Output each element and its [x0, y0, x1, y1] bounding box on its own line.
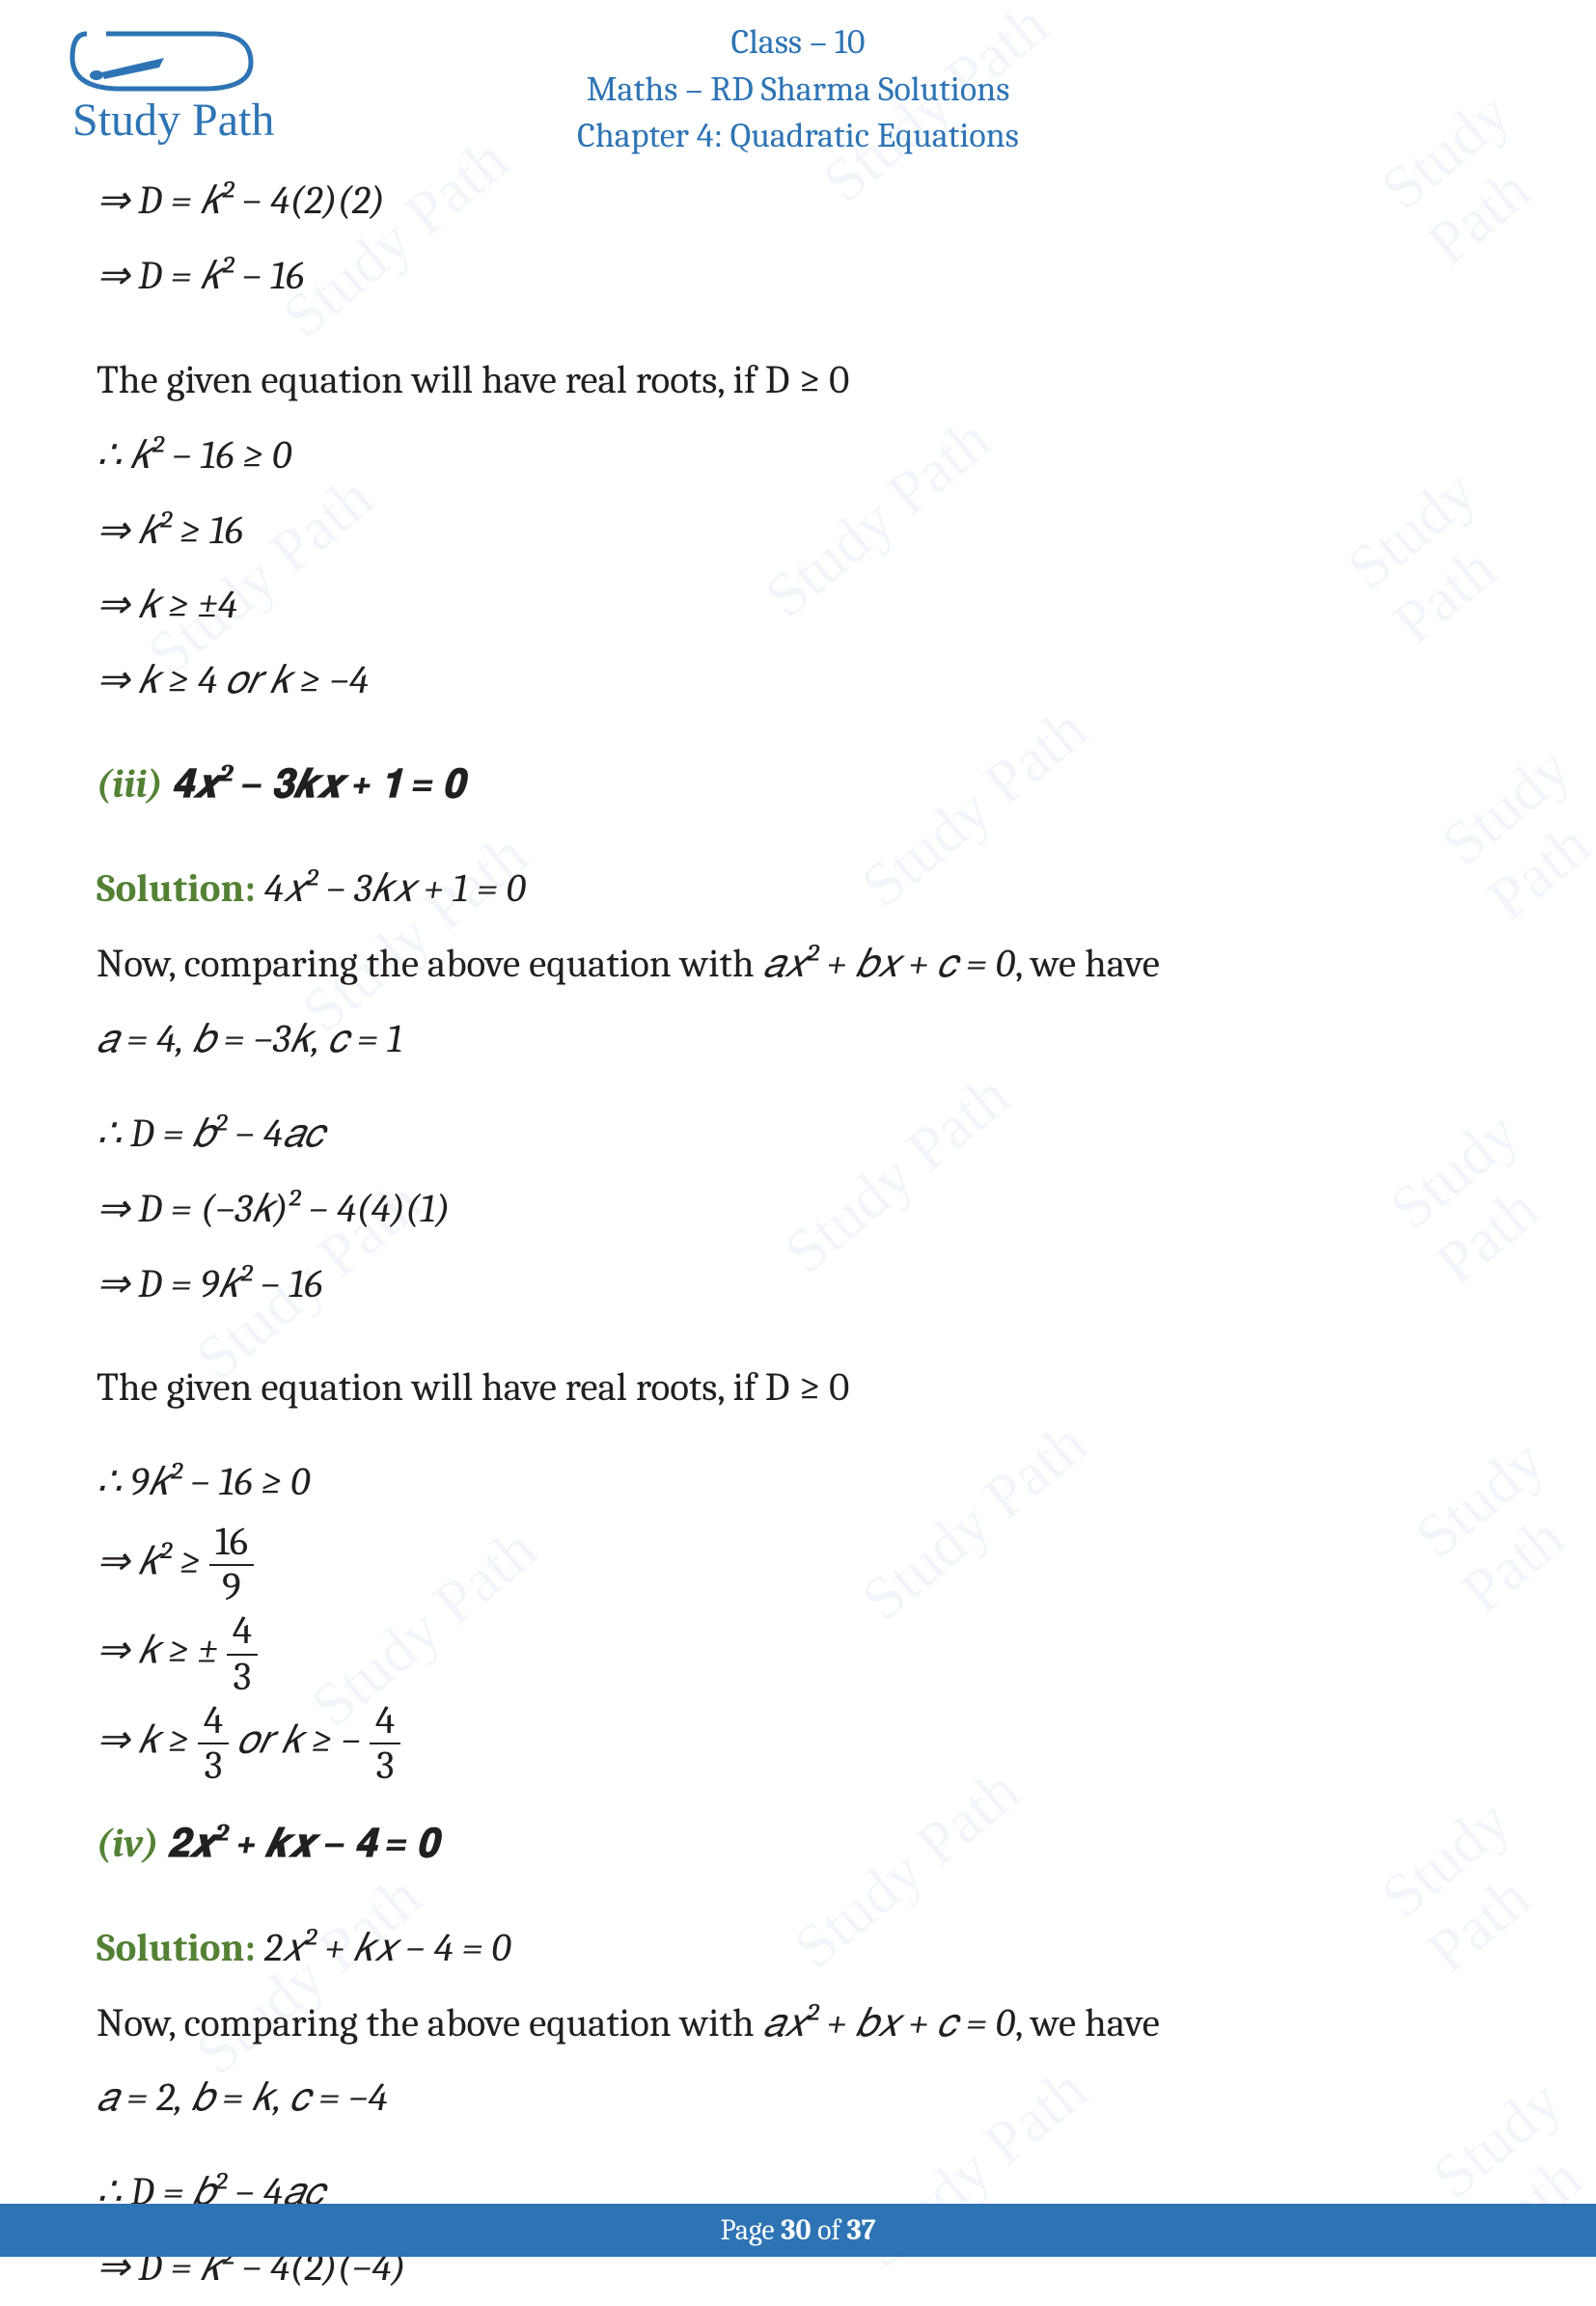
- equation-line: ⇒ D = 𝑘² − 16: [96, 239, 1500, 315]
- header-subject: Maths – RD Sharma Solutions: [0, 67, 1596, 114]
- equation-span: 𝑜𝑟 𝑘 ≥ −: [229, 1717, 370, 1763]
- fraction-num: 4: [370, 1699, 400, 1744]
- equation-line: ⇒ 𝑘 ≥ ±4: [96, 568, 1500, 644]
- equation-line: ⇒ D = 9𝑘² − 16: [96, 1248, 1500, 1323]
- equation-span: ⇒ 𝑘 ≥: [96, 1717, 198, 1763]
- question-equation: 𝟐𝒙² + 𝒌𝒙 − 𝟒 = 𝟎: [168, 1822, 439, 1867]
- equation-line: ⇒ D = (−3𝑘)² − 4(4)(1): [96, 1172, 1500, 1248]
- equation-line: ⇒ 𝑘 ≥ 43 𝑜𝑟 𝑘 ≥ − 43: [96, 1699, 1500, 1788]
- equation-line: ⇒ 𝑘 ≥ 4 𝑜𝑟 𝑘 ≥ −4: [96, 644, 1500, 719]
- text-line: The given equation will have real roots,…: [96, 1351, 1500, 1426]
- equation-span: 𝑎𝑥² + 𝑏𝑥 + 𝑐 = 0: [763, 2001, 1015, 2046]
- header-class: Class – 10: [0, 19, 1596, 67]
- header-chapter: Chapter 4: Quadratic Equations: [0, 113, 1596, 160]
- page-header: Class – 10 Maths – RD Sharma Solutions C…: [0, 0, 1596, 160]
- page-content: ⇒ D = 𝑘² − 4(2)(2) ⇒ D = 𝑘² − 16 The giv…: [96, 164, 1500, 2306]
- equation-line: 𝑎 = 2, 𝑏 = 𝑘, 𝑐 = −4: [96, 2061, 1500, 2136]
- question-number: (iii): [96, 762, 172, 808]
- equation-span: 𝑎𝑥² + 𝑏𝑥 + 𝑐 = 0: [763, 942, 1015, 987]
- text-line: The given equation will have real roots,…: [96, 343, 1500, 419]
- text-line: Now, comparing the above equation with 𝑎…: [96, 927, 1500, 1002]
- equation-line: ⇒ 𝑘 ≥ ± 43: [96, 1609, 1500, 1698]
- equation-line: ∴ 9𝑘² − 16 ≥ 0: [96, 1445, 1500, 1521]
- fraction-num: 16: [209, 1521, 254, 1566]
- equation-span: ⇒ 𝑘 ≥ ±: [96, 1629, 227, 1674]
- equation-line: ∴ 𝑘² − 16 ≥ 0: [96, 419, 1500, 494]
- solution-line: Solution: 2𝑥² + 𝑘𝑥 − 4 = 0: [96, 1911, 1500, 1987]
- fraction-den: 9: [209, 1566, 254, 1609]
- text-span: Now, comparing the above equation with: [96, 2001, 763, 2046]
- fraction: 43: [370, 1699, 400, 1788]
- page-footer: Page 30 of 37: [0, 2204, 1596, 2257]
- question-number: (iv): [96, 1822, 168, 1867]
- equation-line: ⇒ 𝑘² ≥ 16: [96, 494, 1500, 569]
- equation-line: 𝑎 = 4, 𝑏 = −3𝑘, 𝑐 = 1: [96, 1002, 1500, 1078]
- question-equation: 𝟒𝒙² − 𝟑𝒌𝒙 + 𝟏 = 𝟎: [172, 762, 464, 808]
- question-heading: (iv) 𝟐𝒙² + 𝒌𝒙 − 𝟒 = 𝟎: [96, 1807, 1500, 1882]
- fraction-num: 4: [227, 1609, 258, 1655]
- equation-span: ⇒ 𝑘² ≥: [96, 1540, 209, 1585]
- fraction: 43: [198, 1699, 229, 1788]
- fraction-den: 3: [370, 1744, 400, 1788]
- footer-mid: of: [811, 2213, 846, 2247]
- solution-label: Solution:: [96, 1926, 264, 1971]
- text-span: , we have: [1015, 942, 1160, 987]
- fraction-den: 3: [227, 1656, 258, 1699]
- text-span: Now, comparing the above equation with: [96, 942, 763, 987]
- equation-line: ⇒ 𝑘² ≥ 169: [96, 1521, 1500, 1609]
- equation-line: ∴ D = 𝑏² − 4𝑎𝑐: [96, 1097, 1500, 1172]
- fraction-num: 4: [198, 1699, 229, 1744]
- solution-line: Solution: 4𝑥² − 3𝑘𝑥 + 1 = 0: [96, 852, 1500, 927]
- solution-equation: 4𝑥² − 3𝑘𝑥 + 1 = 0: [264, 866, 526, 912]
- question-heading: (iii) 𝟒𝒙² − 𝟑𝒌𝒙 + 𝟏 = 𝟎: [96, 748, 1500, 823]
- equation-line: ⇒ D = 𝑘² − 4(2)(2): [96, 164, 1500, 239]
- solution-label: Solution:: [96, 866, 264, 912]
- text-line: Now, comparing the above equation with 𝑎…: [96, 1987, 1500, 2062]
- footer-total: 37: [846, 2213, 875, 2247]
- fraction: 43: [227, 1609, 258, 1698]
- footer-current: 30: [781, 2213, 811, 2247]
- solution-equation: 2𝑥² + 𝑘𝑥 − 4 = 0: [264, 1926, 511, 1971]
- fraction: 169: [209, 1521, 254, 1609]
- text-span: , we have: [1015, 2001, 1160, 2046]
- fraction-den: 3: [198, 1744, 229, 1788]
- footer-prefix: Page: [720, 2213, 781, 2247]
